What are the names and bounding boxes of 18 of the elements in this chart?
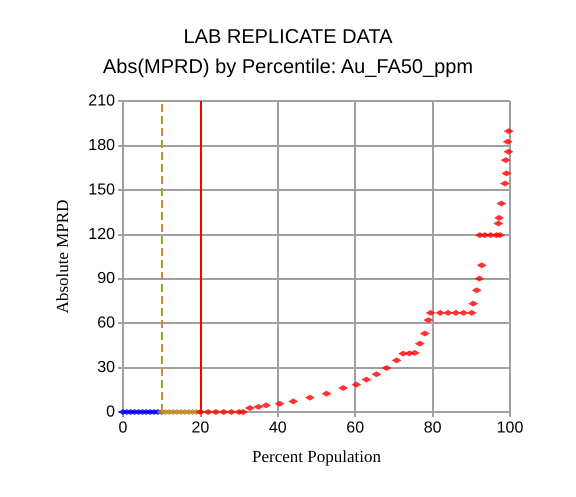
x-tick-label: 20	[192, 420, 210, 436]
y-tick-label: 90	[97, 270, 116, 288]
y-tick-label: 30	[97, 359, 116, 376]
chart-title: LAB REPLICATE DATA	[184, 26, 394, 48]
y-tick-label: 180	[88, 136, 116, 154]
y-axis-title: Absolute MPRD	[53, 200, 72, 314]
x-tick-label: 40	[268, 420, 287, 436]
y-tick-label: 210	[88, 92, 116, 110]
chart-subtitle: Abs(MPRD) by Percentile: Au_FA50_ppm	[102, 56, 474, 78]
y-tick-label: 60	[97, 314, 116, 332]
x-tick-label: 0	[118, 420, 128, 436]
x-tick-label: 100	[496, 420, 524, 436]
x-tick-label: 80	[424, 420, 442, 436]
y-tick-label: 150	[88, 181, 116, 198]
x-axis-title: Percent Population	[252, 447, 382, 466]
y-tick-label: 0	[106, 404, 116, 420]
y-tick-label: 120	[88, 226, 116, 243]
x-tick-label: 60	[346, 420, 364, 436]
